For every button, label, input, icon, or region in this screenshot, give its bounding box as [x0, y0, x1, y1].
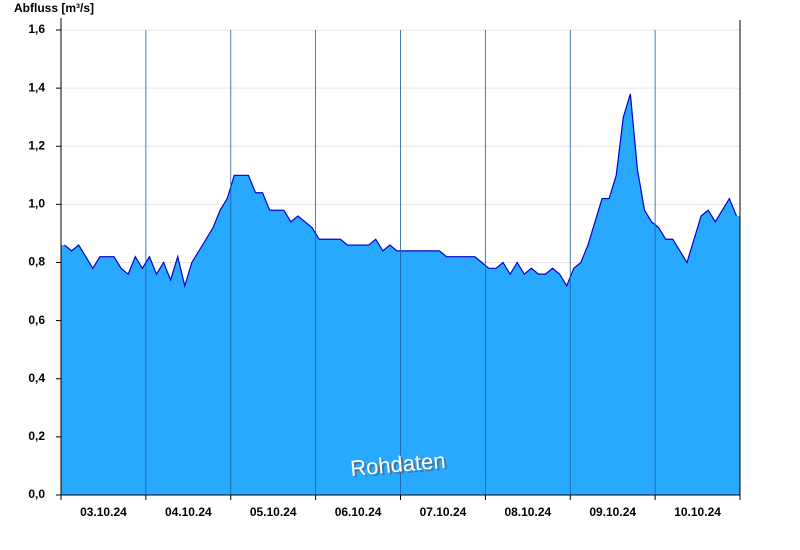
y-tick-label: 1,2: [28, 138, 45, 152]
y-tick-label: 0,8: [28, 255, 45, 269]
y-tick-label: 0,6: [28, 313, 45, 327]
chart-title: Abfluss [m³/s]: [14, 1, 94, 15]
x-tick-label: 10.10.24: [674, 505, 721, 519]
x-tick-label: 08.10.24: [504, 505, 551, 519]
x-tick-label: 03.10.24: [80, 505, 127, 519]
x-tick-label: 05.10.24: [250, 505, 297, 519]
x-tick-label: 09.10.24: [589, 505, 636, 519]
y-tick-label: 0,2: [28, 429, 45, 443]
x-tick-label: 07.10.24: [420, 505, 467, 519]
y-tick-label: 1,0: [28, 197, 45, 211]
y-tick-label: 0,0: [28, 487, 45, 501]
x-tick-label: 04.10.24: [165, 505, 212, 519]
y-tick-label: 0,4: [28, 371, 45, 385]
y-tick-label: 1,6: [28, 22, 45, 36]
x-tick-label: 06.10.24: [335, 505, 382, 519]
y-tick-label: 1,4: [28, 80, 45, 94]
